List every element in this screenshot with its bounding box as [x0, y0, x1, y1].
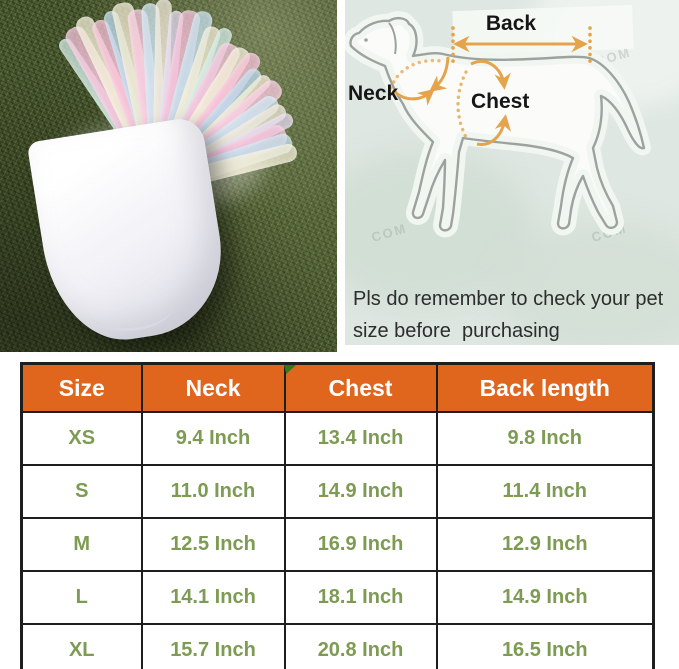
size-cell: L — [20, 570, 143, 625]
measuring-diagram: COM COM COM — [345, 0, 679, 345]
chest-cell: 14.9 Inch — [283, 464, 438, 519]
back-cell: 12.9 Inch — [435, 517, 655, 572]
col-header-neck: Neck — [140, 362, 286, 413]
chest-cell: 13.4 Inch — [283, 411, 438, 466]
size-cell: M — [20, 517, 143, 572]
size-cell: XL — [20, 623, 143, 669]
size-cell: S — [20, 464, 143, 519]
neck-measure-arrow — [389, 56, 450, 106]
chest-label: Chest — [471, 90, 529, 113]
col-header-back-length: Back length — [435, 362, 655, 413]
watercolor-blob — [495, 220, 679, 345]
back-cell: 9.8 Inch — [435, 411, 655, 466]
purchase-note-line2: size before purchasing — [353, 320, 560, 342]
chest-cell: 18.1 Inch — [283, 570, 438, 625]
green-corner-flag — [284, 365, 296, 374]
neck-cell: 15.7 Inch — [140, 623, 286, 669]
table-row: M 12.5 Inch 16.9 Inch 12.9 Inch — [20, 517, 655, 572]
chest-cell: 16.9 Inch — [283, 517, 438, 572]
watermark-text: COM — [370, 220, 409, 244]
col-header-chest: Chest — [283, 362, 438, 413]
col-header-size: Size — [20, 362, 143, 413]
neck-label: Neck — [348, 82, 399, 105]
table-header-row: Size Neck Chest Back length — [20, 362, 655, 413]
neck-cell: 11.0 Inch — [140, 464, 286, 519]
back-cell: 14.9 Inch — [435, 570, 655, 625]
table-row: XL 15.7 Inch 20.8 Inch 16.5 Inch — [20, 623, 655, 669]
neck-cell: 14.1 Inch — [140, 570, 286, 625]
back-label: Back — [486, 12, 537, 35]
size-cell: XS — [20, 411, 143, 466]
purchase-note: Pls do remember to check your pet size b… — [353, 283, 673, 345]
size-chart: Size Neck Chest Back length XS 9.4 Inch … — [20, 362, 655, 669]
back-measure-arrow — [451, 26, 592, 64]
chest-cell: 20.8 Inch — [283, 623, 438, 669]
label-backdrop — [452, 4, 634, 56]
product-photo — [0, 0, 337, 352]
back-cell: 11.4 Inch — [435, 464, 655, 519]
purchase-note-line1: Pls do remember to check your pet — [353, 288, 664, 310]
table-row: XS 9.4 Inch 13.4 Inch 9.8 Inch — [20, 411, 655, 466]
size-chart-table: Size Neck Chest Back length XS 9.4 Inch … — [20, 362, 655, 669]
dog-measurement-illustration: COM COM COM — [345, 4, 651, 245]
neck-cell: 12.5 Inch — [140, 517, 286, 572]
back-cell: 16.5 Inch — [435, 623, 655, 669]
table-row: S 11.0 Inch 14.9 Inch 11.4 Inch — [20, 464, 655, 519]
chest-measure-arrow — [456, 60, 512, 146]
table-row: L 14.1 Inch 18.1 Inch 14.9 Inch — [20, 570, 655, 625]
neck-cell: 9.4 Inch — [140, 411, 286, 466]
